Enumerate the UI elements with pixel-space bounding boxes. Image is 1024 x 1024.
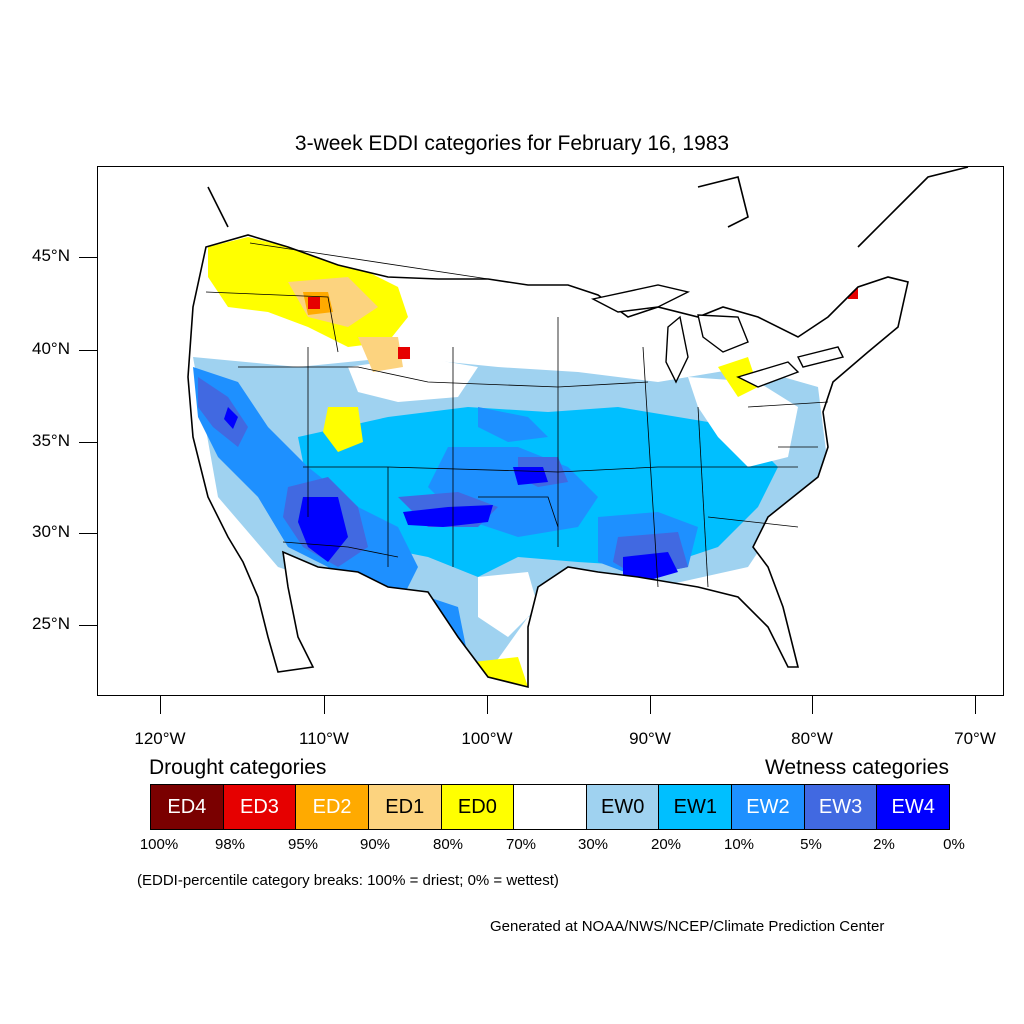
legend-box-ew4: EW4 [877,785,950,829]
eddi-map [97,166,1004,696]
lat-label-30: 30°N [32,522,70,541]
lat-label-45: 45°N [32,246,70,265]
lat-label-25: 25°N [32,614,70,633]
legend-box-ew0: EW0 [586,785,660,829]
lon-label-120: 120°W [134,729,186,748]
pct-label: 20% [650,836,682,853]
legend-box-ed3: ED3 [223,785,297,829]
pct-label: 2% [873,836,895,853]
lat-tick [79,257,97,258]
lon-tick [975,696,976,714]
pct-label: 0% [943,836,965,853]
legend-box-ed0: ED0 [441,785,515,829]
pct-label: 30% [577,836,609,853]
pct-label: 5% [800,836,822,853]
lon-tick [160,696,161,714]
wetness-categories-title: Wetness categories [764,756,949,779]
category-breaks-note: (EDDI-percentile category breaks: 100% =… [137,872,559,889]
map-canvas [187,167,969,689]
category-legend: ED4 ED3 ED2 ED1 ED0 EW0 EW1 EW2 EW3 EW4 [150,784,950,830]
lon-tick [324,696,325,714]
lat-tick [79,350,97,351]
pct-label: 80% [432,836,464,853]
coastline [187,234,909,689]
pct-label: 70% [505,836,537,853]
legend-box-ed4: ED4 [151,785,224,829]
legend-box-ed1: ED1 [368,785,442,829]
great-lakes [590,284,845,388]
pct-label: 10% [723,836,755,853]
map-title: 3-week EDDI categories for February 16, … [294,132,730,155]
lon-label-90: 90°W [629,729,671,748]
lon-tick [650,696,651,714]
lat-label-40: 40°N [32,339,70,358]
lon-tick [487,696,488,714]
pct-label: 98% [214,836,246,853]
lat-label-35: 35°N [32,431,70,450]
lat-tick [79,442,97,443]
legend-box-ew2: EW2 [732,785,805,829]
pct-label: 95% [287,836,319,853]
lon-label-80: 80°W [791,729,833,748]
legend-box-ew3: EW3 [804,785,878,829]
lon-label-100: 100°W [461,729,513,748]
legend-box-normal [514,785,587,829]
credit-text: Generated at NOAA/NWS/NCEP/Climate Predi… [490,918,885,935]
pct-label: 100% [139,836,179,853]
pct-label: 90% [359,836,391,853]
legend-box-ed2: ED2 [296,785,369,829]
lat-tick [79,533,97,534]
drought-categories-title: Drought categories [149,756,327,779]
legend-box-ew1: EW1 [659,785,733,829]
lon-label-110: 110°W [299,729,349,748]
lon-label-70: 70°W [954,729,996,748]
lat-tick [79,625,97,626]
lon-tick [812,696,813,714]
